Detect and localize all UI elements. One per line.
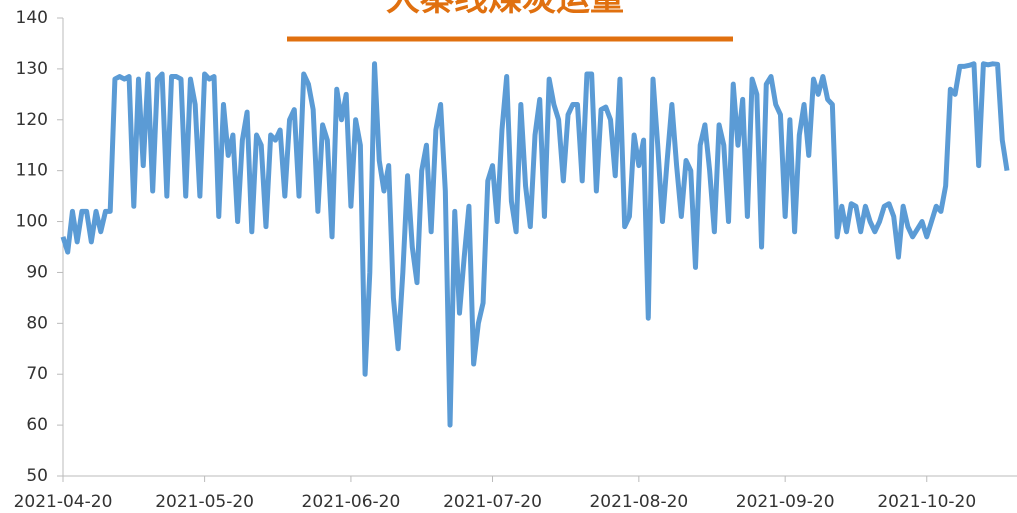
line-series xyxy=(60,61,1010,428)
y-tick-label: 140 xyxy=(16,8,48,28)
y-tick-label: 80 xyxy=(26,313,48,333)
y-tick-label: 60 xyxy=(26,415,48,435)
y-tick-label: 70 xyxy=(26,364,48,384)
chart-title: 大秦线煤炭运量 xyxy=(386,0,624,19)
x-tick-label: 2021-10-20 xyxy=(877,492,976,512)
x-tick-label: 2021-07-20 xyxy=(443,492,542,512)
x-tick-label: 2021-09-20 xyxy=(736,492,835,512)
y-tick-label: 90 xyxy=(26,262,48,282)
x-tick-label: 2021-06-20 xyxy=(302,492,401,512)
x-tick-label: 2021-05-20 xyxy=(155,492,254,512)
y-tick-label: 100 xyxy=(16,212,48,232)
y-tick-label: 120 xyxy=(16,110,48,130)
x-tick-label: 2021-04-20 xyxy=(14,492,113,512)
y-tick-label: 130 xyxy=(16,59,48,79)
y-tick-label: 110 xyxy=(16,161,48,181)
y-tick-label: 50 xyxy=(26,466,48,486)
x-tick-label: 2021-08-20 xyxy=(589,492,688,512)
